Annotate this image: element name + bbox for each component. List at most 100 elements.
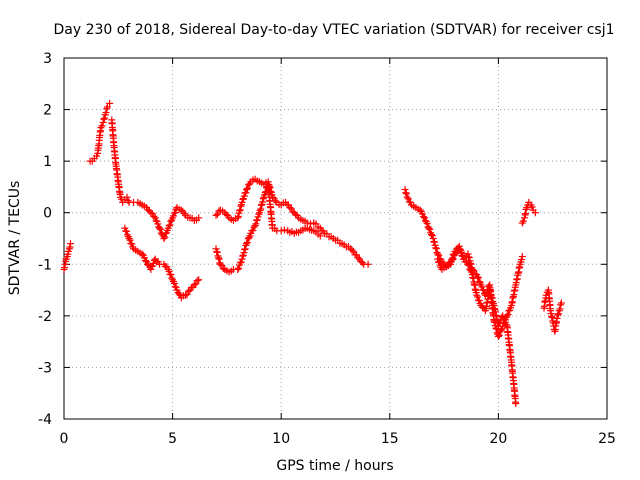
data-point (234, 265, 242, 273)
data-point (448, 254, 456, 262)
data-point (126, 236, 134, 244)
data-point (403, 193, 411, 201)
data-point (241, 245, 249, 253)
grid-lines (64, 58, 607, 419)
y-tick-label: 3 (43, 51, 52, 67)
x-tick-labels: 0 5 10 15 20 25 (60, 431, 616, 447)
data-point (316, 232, 324, 240)
data-points (60, 99, 565, 408)
data-point (213, 210, 221, 218)
x-tick-label: 20 (489, 431, 507, 447)
data-point (190, 281, 198, 289)
data-point (497, 326, 505, 334)
data-point (518, 253, 526, 261)
data-point (151, 214, 159, 222)
data-point (474, 293, 482, 301)
data-point (240, 249, 248, 257)
data-point (519, 217, 527, 225)
data-point (286, 204, 294, 212)
data-point (242, 189, 250, 197)
data-point (160, 235, 168, 242)
data-point (185, 287, 193, 295)
data-point (249, 226, 257, 234)
data-point (171, 209, 179, 217)
data-point (465, 254, 473, 262)
data-point (426, 225, 434, 233)
data-point (518, 256, 526, 264)
data-point (277, 227, 285, 235)
data-point (242, 240, 250, 248)
data-point (239, 195, 247, 203)
data-point (97, 124, 105, 132)
data-point (237, 202, 245, 210)
data-point (244, 184, 252, 192)
data-point (156, 224, 164, 232)
y-axis-label: SDTVAR / TECUs (7, 181, 23, 296)
data-point (402, 190, 410, 198)
data-point (128, 240, 136, 248)
y-tick-label: -4 (38, 412, 52, 428)
data-point (123, 227, 131, 235)
data-point (455, 242, 463, 250)
data-point (491, 318, 499, 326)
x-tick-label: 25 (598, 431, 616, 447)
data-point (401, 186, 409, 194)
data-point (348, 246, 356, 254)
data-point (557, 301, 565, 309)
data-point (239, 252, 247, 260)
data-point (141, 257, 149, 265)
y-tick-label: -1 (38, 257, 52, 273)
data-point (354, 253, 362, 261)
data-point (485, 282, 493, 290)
data-point (257, 205, 265, 213)
data-point (280, 226, 288, 234)
data-point (467, 260, 475, 268)
data-point (150, 212, 158, 220)
data-point (512, 400, 520, 408)
data-point (219, 265, 227, 273)
data-point (435, 258, 443, 266)
data-point (182, 291, 190, 299)
data-point (99, 118, 107, 126)
y-tick-label: -2 (38, 309, 52, 325)
data-point (528, 203, 536, 211)
data-point (416, 206, 424, 214)
data-point (470, 266, 478, 274)
data-point (238, 255, 246, 263)
data-point (236, 207, 244, 215)
data-point (402, 189, 410, 197)
data-point (215, 254, 223, 262)
data-point (456, 245, 464, 253)
data-point (103, 105, 111, 113)
data-point (442, 263, 450, 271)
data-point (464, 250, 472, 258)
data-point (490, 317, 498, 325)
data-point (554, 311, 562, 319)
data-point (253, 216, 261, 224)
data-point (236, 259, 244, 267)
data-point (183, 290, 191, 298)
data-point (234, 212, 242, 220)
data-point (245, 234, 253, 242)
x-tick-label: 5 (168, 431, 177, 447)
data-point (432, 245, 440, 253)
data-point (252, 220, 260, 228)
data-point (474, 274, 482, 282)
data-point (556, 305, 564, 313)
data-point (170, 279, 178, 287)
data-point (192, 280, 200, 288)
data-point (213, 248, 221, 256)
data-point (255, 210, 263, 218)
data-point (423, 220, 431, 228)
data-point (195, 276, 203, 284)
data-point (429, 235, 437, 242)
data-point (166, 221, 174, 229)
data-point (428, 231, 436, 239)
data-point (504, 310, 512, 318)
data-point (154, 220, 162, 228)
data-point (218, 262, 226, 270)
data-point (138, 250, 146, 258)
data-point (236, 206, 244, 214)
data-point (475, 297, 483, 305)
